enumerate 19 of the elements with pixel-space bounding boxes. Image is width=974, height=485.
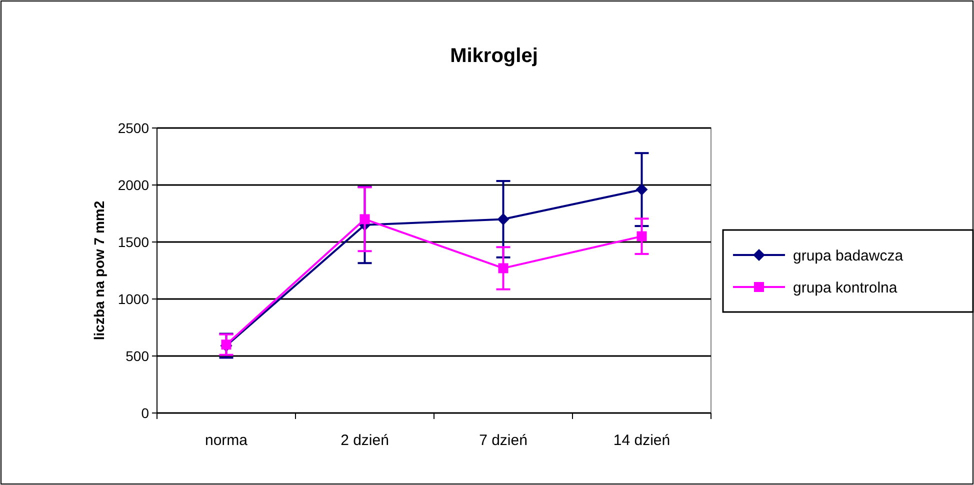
x-tick-label: 2 dzień (340, 432, 389, 449)
point (636, 184, 648, 196)
x-tick-label: 7 dzień (479, 432, 528, 449)
chart-title: Mikroglej (450, 45, 538, 67)
legend-label: grupa badawcza (793, 247, 904, 264)
y-tick-label: 2500 (118, 120, 150, 136)
y-tick-label: 1500 (118, 234, 150, 250)
point (636, 231, 647, 242)
y-tick-label: 500 (126, 348, 150, 364)
y-tick-label: 0 (141, 404, 150, 421)
x-tick-label: norma (204, 432, 248, 449)
x-tick-label: 14 dzień (613, 432, 670, 449)
y-tick-label: 2000 (118, 176, 150, 193)
point (360, 214, 370, 224)
y-axis-title: liczba na pow 7 mm2 (91, 200, 107, 340)
y-tick-label: 1000 (118, 290, 150, 307)
point (498, 263, 508, 274)
point (497, 213, 510, 226)
legend-label: grupa kontrolna (793, 279, 898, 296)
